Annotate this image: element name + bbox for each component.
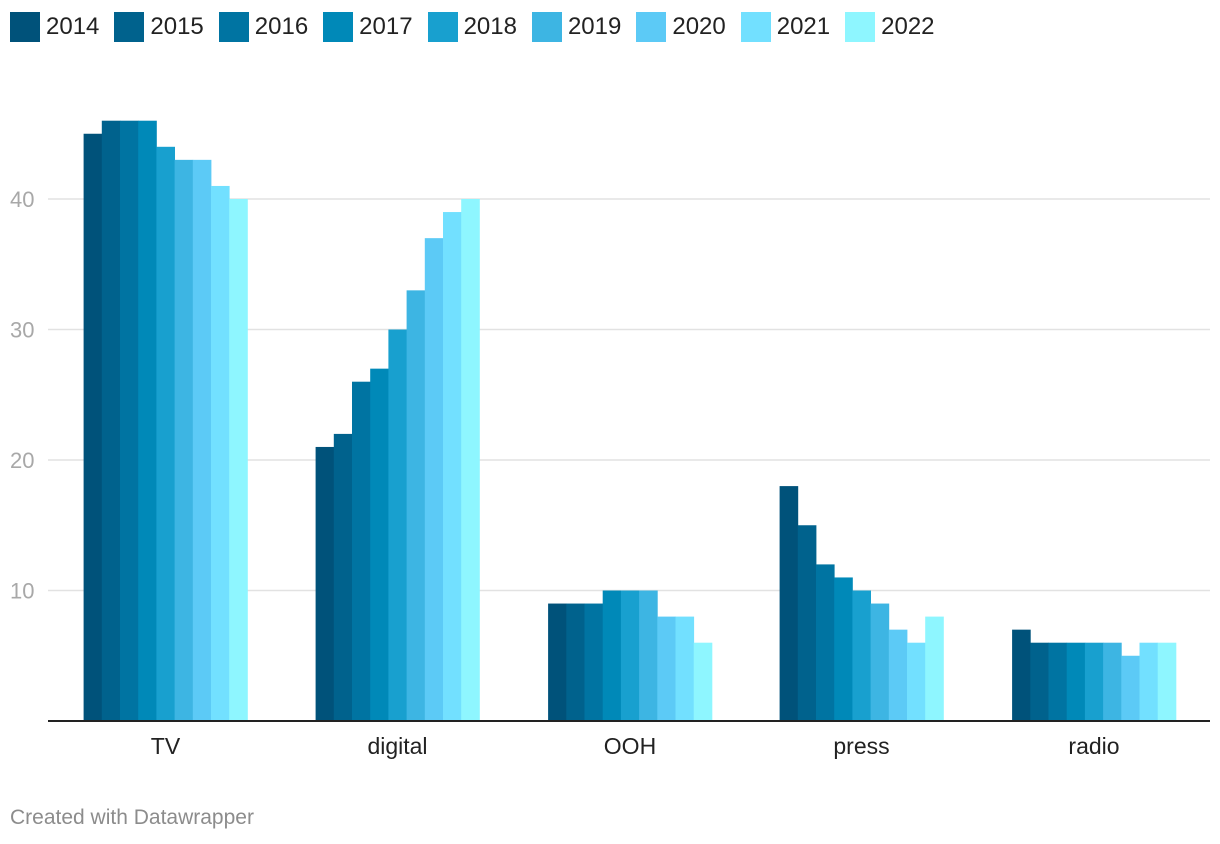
chart-legend: 2014 2015 2016 2017 2018 2019 2020 2021 2022: [10, 10, 950, 44]
bar-OOH-2021: [675, 616, 695, 721]
x-category-label: OOH: [604, 733, 656, 759]
legend-item-2016: 2016: [218, 12, 309, 42]
legend-label: 2015: [150, 13, 204, 40]
bar-TV-2020: [192, 159, 212, 722]
legend-label: 2016: [254, 13, 309, 40]
bar-press-2016: [816, 564, 835, 721]
bar-radio-2022: [1157, 642, 1177, 721]
legend-item-2022: 2022: [845, 12, 935, 42]
bar-digital-2016: [352, 381, 371, 721]
bar-digital-2021: [443, 212, 462, 722]
bar-digital-2019: [406, 290, 426, 721]
legend-label: 2017: [359, 13, 413, 40]
bar-OOH-2014: [548, 603, 567, 721]
bar-OOH-2018: [620, 590, 640, 721]
bar-press-2017: [834, 577, 853, 721]
legend-label: 2021: [776, 13, 831, 40]
bar-radio-2018: [1084, 642, 1104, 721]
x-category-label: digital: [367, 733, 427, 759]
legend-swatch: [10, 12, 40, 42]
bar-OOH-2016: [584, 603, 604, 721]
bar-TV-2015: [101, 120, 121, 721]
bar-press-2014: [779, 486, 799, 721]
bar-OOH-2020: [657, 616, 676, 721]
bar-OOH-2017: [602, 590, 622, 721]
bar-TV-2016: [120, 120, 139, 721]
bar-OOH-2015: [566, 603, 585, 721]
bar-digital-2015: [333, 433, 353, 721]
bar-press-2021: [907, 642, 926, 721]
y-tick-label: 10: [10, 579, 34, 604]
legend-swatch: [740, 12, 771, 42]
legend-swatch: [427, 12, 458, 42]
legend-swatch: [218, 12, 249, 42]
y-tick-label: 30: [10, 318, 34, 343]
legend-swatch: [636, 12, 667, 42]
bar-TV-2014: [83, 133, 103, 721]
x-category-label: TV: [151, 733, 181, 759]
bar-TV-2021: [211, 185, 230, 721]
bar-press-2020: [888, 629, 908, 721]
bar-digital-2020: [424, 238, 444, 721]
legend-item-2018: 2018: [427, 12, 517, 42]
bar-press-2019: [870, 603, 890, 721]
bar-press-2018: [852, 590, 871, 721]
x-category-label: press: [833, 733, 889, 759]
legend-label: 2020: [672, 13, 726, 40]
bar-TV-2022: [229, 199, 248, 721]
bar-TV-2018: [156, 146, 175, 722]
legend-item-2020: 2020: [636, 12, 726, 42]
bar-digital-2014: [315, 446, 335, 721]
bar-digital-2022: [461, 199, 480, 721]
legend-label: 2014: [46, 13, 100, 40]
legend-item-2021: 2021: [740, 12, 831, 42]
legend-item-2014: 2014: [10, 12, 99, 42]
legend-swatch: [114, 12, 145, 42]
bar-TV-2019: [174, 159, 194, 722]
bar-press-2015: [797, 525, 817, 721]
legend-item-2017: 2017: [323, 12, 413, 42]
legend-swatch: [845, 12, 876, 42]
bar-radio-2016: [1048, 642, 1068, 721]
legend-swatch: [531, 12, 562, 42]
y-tick-label: 20: [10, 448, 34, 473]
legend-label: 2019: [567, 13, 622, 40]
legend-swatch: [323, 12, 354, 42]
bar-OOH-2022: [693, 642, 713, 721]
bar-digital-2018: [388, 329, 407, 721]
bar-radio-2014: [1012, 629, 1031, 721]
legend-label: 2018: [463, 13, 517, 40]
legend-item-2015: 2015: [114, 12, 204, 42]
bar-radio-2015: [1030, 642, 1049, 721]
bar-TV-2017: [138, 120, 157, 721]
bar-digital-2017: [370, 368, 389, 721]
bar-radio-2021: [1139, 642, 1159, 721]
bar-radio-2020: [1121, 655, 1140, 721]
grouped-bar-chart: 10 20 30 40 TV digital OOH press radio: [10, 120, 1210, 759]
x-category-label: radio: [1068, 733, 1119, 759]
bar-radio-2017: [1066, 642, 1086, 721]
bar-press-2022: [925, 616, 944, 721]
footer-credit: Created with Datawrapper: [10, 806, 254, 829]
bar-radio-2019: [1103, 642, 1122, 721]
y-tick-label: 40: [10, 187, 34, 212]
bar-OOH-2019: [639, 590, 658, 721]
legend-label: 2022: [881, 13, 935, 40]
legend-item-2019: 2019: [531, 12, 622, 42]
